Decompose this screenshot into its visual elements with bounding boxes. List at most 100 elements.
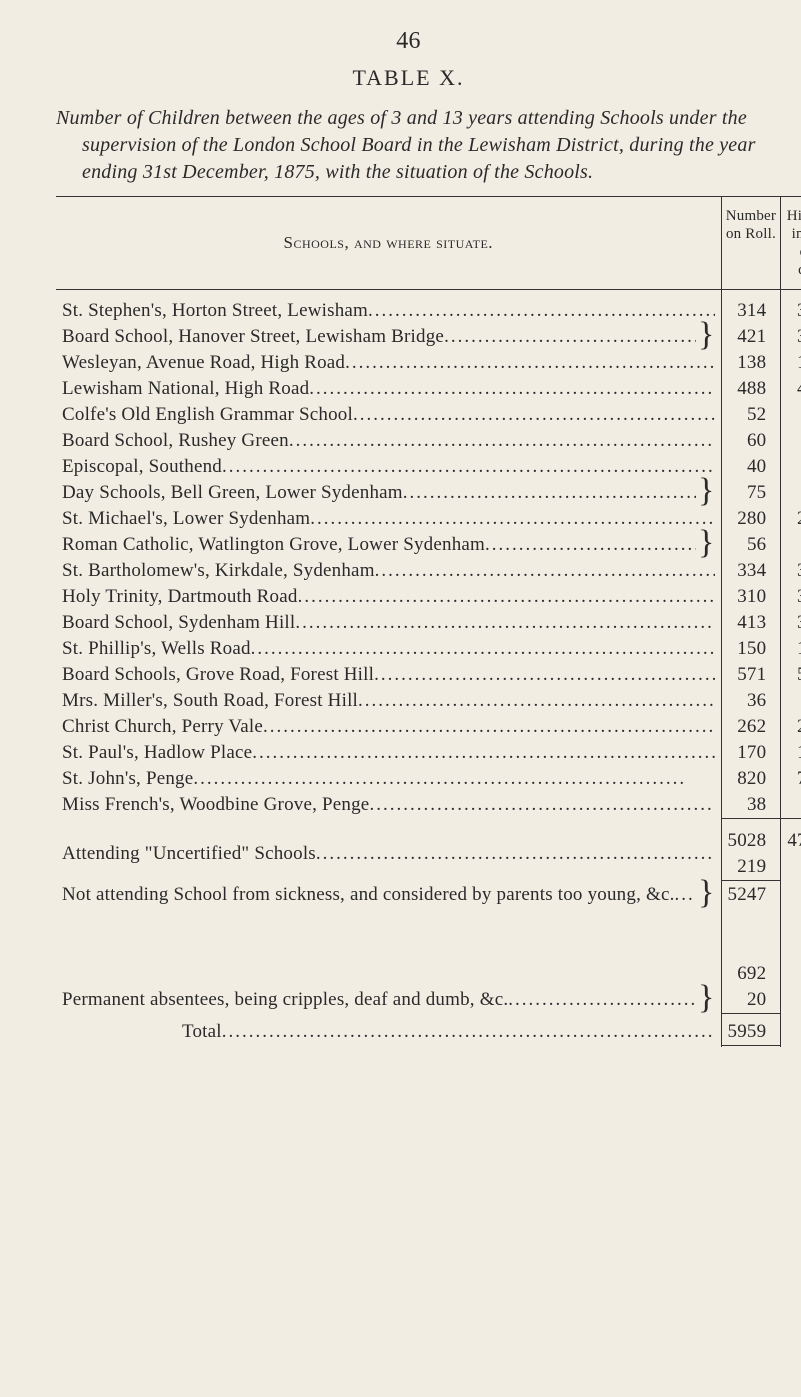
row-label: St. Phillip's, Wells Road: [62, 638, 251, 660]
cell-highest: 60: [781, 428, 801, 454]
table-row: Christ Church, Perry Vale ..............…: [56, 714, 801, 740]
cell-label: Day Schools, Bell Green, Lower Sydenham …: [56, 480, 721, 506]
cell-highest: 530: [781, 662, 801, 688]
cell-label: Roman Catholic, Watlington Grove, Lower …: [56, 532, 721, 558]
cell-highest: 249: [781, 714, 801, 740]
cell-number: 413: [721, 610, 781, 636]
cell-highest: 39: [781, 454, 801, 480]
col-header-highest: Highest in any one day.: [781, 197, 801, 290]
cell-number: 38: [721, 792, 781, 819]
leader-dots: ........................................…: [252, 742, 714, 764]
row-label: Wesleyan, Avenue Road, High Road: [62, 352, 345, 374]
page-number: 46: [56, 28, 761, 55]
cell-highest: 778: [781, 766, 801, 792]
leader-dots: ........................................…: [508, 989, 696, 1011]
row-label: Board Schools, Grove Road, Forest Hill: [62, 664, 374, 686]
row-label: St. Stephen's, Horton Street, Lewisham: [62, 300, 368, 322]
leader-dots: ........................................…: [369, 794, 714, 816]
row-label: Board School, Rushey Green: [62, 430, 289, 452]
cell-label: Board School, Hanover Street, Lewisham B…: [56, 324, 721, 350]
permanent-row: Permanent absentees, being cripples, dea…: [56, 987, 801, 1014]
subtotal2-row: Not attending School from sickness, and …: [56, 882, 801, 961]
leader-dots: ........................................…: [222, 456, 715, 478]
table-row: Mrs. Miller's, South Road, Forest Hill .…: [56, 688, 801, 714]
subtotal-number: 5028: [721, 820, 781, 854]
table-row: Lewisham National, High Road ...........…: [56, 376, 801, 402]
schools-table: Schools, and where situate. Number on Ro…: [56, 196, 801, 1047]
row-label: St. Paul's, Hadlow Place: [62, 742, 252, 764]
brace-icon: }: [696, 534, 715, 556]
cell-label: Board School, Rushey Green .............…: [56, 428, 721, 454]
subtotal2-number: 5247: [721, 882, 781, 961]
cell-label: Board School, Sydenham Hill ............…: [56, 610, 721, 636]
leader-dots: ........................................…: [374, 664, 714, 686]
cell-highest: 303: [781, 290, 801, 325]
cell-label: St. Stephen's, Horton Street, Lewisham .…: [56, 290, 721, 325]
cell-label: Wesleyan, Avenue Road, High Road .......…: [56, 350, 721, 376]
col-header-number: Number on Roll.: [721, 197, 781, 290]
row-label: St. John's, Penge: [62, 768, 193, 790]
not-attending-label: Not attending School from sickness, and …: [56, 882, 721, 987]
permanent-number: 20: [721, 987, 781, 1014]
cell-label: Miss French's, Woodbine Grove, Penge ...…: [56, 792, 721, 819]
total-label-cell: Total ..................................…: [56, 1015, 721, 1046]
cell-highest: 52: [781, 402, 801, 428]
brace-icon: }: [696, 482, 715, 504]
cell-label: St. John's, Penge ......................…: [56, 766, 721, 792]
cell-label: St. Bartholomew's, Kirkdale, Sydenham ..…: [56, 558, 721, 584]
total-row: Total ..................................…: [56, 1015, 801, 1046]
leader-dots: ........................................…: [375, 560, 715, 582]
col-header-schools: Schools, and where situate.: [56, 197, 721, 290]
total-label: Total: [182, 1021, 222, 1043]
cell-label: Board Schools, Grove Road, Forest Hill .…: [56, 662, 721, 688]
cell-highest: 387: [781, 610, 801, 636]
table-row: Colfe's Old English Grammar School .....…: [56, 402, 801, 428]
leader-dots: ........................................…: [358, 690, 714, 712]
cell-highest: 280: [781, 506, 801, 532]
cell-number: 138: [721, 350, 781, 376]
cell-label: Christ Church, Perry Vale ..............…: [56, 714, 721, 740]
header-row: Schools, and where situate. Number on Ro…: [56, 197, 801, 290]
table-row: St. Phillip's, Wells Road ..............…: [56, 636, 801, 662]
row-label: Colfe's Old English Grammar School: [62, 404, 353, 426]
cell-number: 52: [721, 402, 781, 428]
leader-dots: ........................................…: [485, 534, 696, 556]
table-row: Roman Catholic, Watlington Grove, Lower …: [56, 532, 801, 558]
leader-dots: ........................................…: [251, 638, 715, 660]
cell-label: St. Phillip's, Wells Road ..............…: [56, 636, 721, 662]
cell-highest: 396: [781, 324, 801, 350]
leader-dots: ........................................…: [193, 768, 714, 790]
cell-highest: 446: [781, 376, 801, 402]
row-label: Christ Church, Perry Vale: [62, 716, 263, 738]
table-row: St. Stephen's, Horton Street, Lewisham .…: [56, 290, 801, 325]
cell-number: 150: [721, 636, 781, 662]
subtotal-highest: 4772: [781, 820, 801, 854]
leader-dots: ........................................…: [675, 884, 696, 906]
row-label: Board School, Hanover Street, Lewisham B…: [62, 326, 444, 348]
table-row: Day Schools, Bell Green, Lower Sydenham …: [56, 480, 801, 506]
cell-number: 36: [721, 688, 781, 714]
cell-number: 314: [721, 290, 781, 325]
subtotal-row: Attending "Uncertified" Schools ........…: [56, 820, 801, 854]
table-row: Board School, Rushey Green .............…: [56, 428, 801, 454]
cell-number: 421: [721, 324, 781, 350]
leader-dots: ........................................…: [310, 508, 714, 530]
cell-number: 170: [721, 740, 781, 766]
permanent-label: Permanent absentees, being cripples, dea…: [56, 987, 721, 1014]
cell-label: Lewisham National, High Road ...........…: [56, 376, 721, 402]
brace-icon: }: [696, 884, 715, 906]
cell-highest: 56: [781, 532, 801, 558]
cell-number: 262: [721, 714, 781, 740]
leader-dots: ........................................…: [353, 404, 715, 426]
cell-label: St. Michael's, Lower Sydenham ..........…: [56, 506, 721, 532]
row-label: Attending "Uncertified" Schools: [62, 843, 316, 865]
leader-dots: ........................................…: [289, 430, 715, 452]
row-label: St. Bartholomew's, Kirkdale, Sydenham: [62, 560, 375, 582]
rule-row: [56, 1046, 801, 1048]
cell-number: 310: [721, 584, 781, 610]
table-row: Board School, Sydenham Hill ............…: [56, 610, 801, 636]
row-label: Miss French's, Woodbine Grove, Penge: [62, 794, 369, 816]
cell-label: Holy Trinity, Dartmouth Road ...........…: [56, 584, 721, 610]
row-label: Day Schools, Bell Green, Lower Sydenham: [62, 482, 403, 504]
cell-number: 60: [721, 428, 781, 454]
